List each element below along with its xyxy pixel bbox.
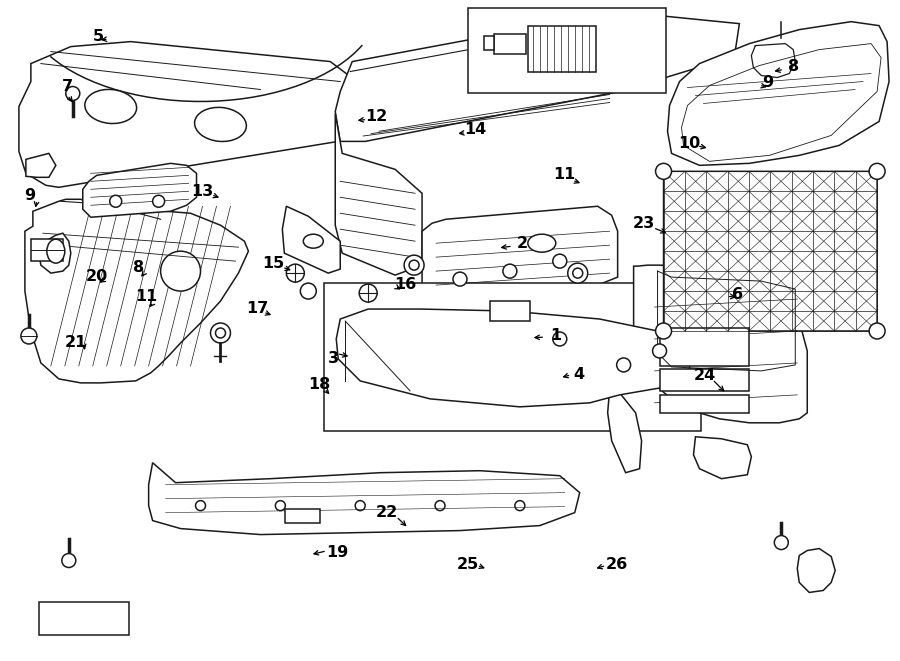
Polygon shape xyxy=(283,206,340,273)
Circle shape xyxy=(553,332,567,346)
Bar xyxy=(660,369,750,391)
Circle shape xyxy=(211,323,230,343)
Circle shape xyxy=(553,254,567,268)
Circle shape xyxy=(275,500,285,510)
Ellipse shape xyxy=(47,239,65,263)
Text: 10: 10 xyxy=(678,136,700,151)
Polygon shape xyxy=(422,206,617,296)
Circle shape xyxy=(359,284,377,302)
Text: 8: 8 xyxy=(133,260,144,275)
Circle shape xyxy=(404,255,424,275)
Ellipse shape xyxy=(85,89,137,124)
Text: 4: 4 xyxy=(574,367,585,381)
Polygon shape xyxy=(694,437,751,479)
Polygon shape xyxy=(797,549,835,592)
Text: 21: 21 xyxy=(65,335,86,350)
Circle shape xyxy=(21,328,37,344)
Text: 11: 11 xyxy=(135,289,158,303)
Text: 8: 8 xyxy=(788,59,798,74)
Text: 13: 13 xyxy=(191,184,213,200)
Polygon shape xyxy=(634,265,807,423)
Circle shape xyxy=(62,553,76,568)
Polygon shape xyxy=(39,233,71,273)
Circle shape xyxy=(356,500,365,510)
Text: 18: 18 xyxy=(308,377,330,392)
Circle shape xyxy=(616,358,631,372)
Polygon shape xyxy=(608,389,642,473)
Text: 9: 9 xyxy=(24,188,35,203)
Text: 6: 6 xyxy=(732,288,743,302)
Polygon shape xyxy=(484,36,494,50)
Polygon shape xyxy=(19,42,370,187)
Ellipse shape xyxy=(555,37,605,66)
Circle shape xyxy=(215,328,226,338)
Circle shape xyxy=(286,264,304,282)
Circle shape xyxy=(655,163,671,179)
Text: 16: 16 xyxy=(394,277,416,292)
Text: 3: 3 xyxy=(328,351,338,366)
Text: 23: 23 xyxy=(633,216,655,231)
Text: 19: 19 xyxy=(327,545,349,560)
Polygon shape xyxy=(490,301,530,321)
Ellipse shape xyxy=(194,107,247,141)
Text: 15: 15 xyxy=(262,256,284,271)
Polygon shape xyxy=(148,463,580,535)
Circle shape xyxy=(568,263,588,283)
Ellipse shape xyxy=(303,234,323,248)
Bar xyxy=(468,8,665,93)
Text: 24: 24 xyxy=(694,368,716,383)
Ellipse shape xyxy=(527,234,556,252)
Circle shape xyxy=(195,500,205,510)
Bar xyxy=(494,34,526,54)
Text: 12: 12 xyxy=(365,109,388,124)
Circle shape xyxy=(435,500,445,510)
Text: 26: 26 xyxy=(606,557,628,572)
Circle shape xyxy=(515,500,525,510)
Circle shape xyxy=(153,195,165,208)
Text: 25: 25 xyxy=(457,557,479,572)
Circle shape xyxy=(301,283,316,299)
Circle shape xyxy=(453,272,467,286)
Circle shape xyxy=(110,195,122,208)
Circle shape xyxy=(869,163,885,179)
Circle shape xyxy=(572,268,582,278)
Circle shape xyxy=(774,535,788,549)
Text: 9: 9 xyxy=(762,75,773,90)
Polygon shape xyxy=(285,508,320,523)
Circle shape xyxy=(652,344,667,358)
Bar xyxy=(324,283,701,431)
Text: 2: 2 xyxy=(517,236,527,251)
Polygon shape xyxy=(25,199,248,383)
Text: 20: 20 xyxy=(86,269,108,284)
Polygon shape xyxy=(83,163,196,217)
Text: 5: 5 xyxy=(93,30,104,44)
Text: 1: 1 xyxy=(551,329,562,343)
Text: 17: 17 xyxy=(246,301,268,315)
Polygon shape xyxy=(335,114,422,275)
Text: 7: 7 xyxy=(62,79,73,94)
Bar xyxy=(527,26,596,71)
Polygon shape xyxy=(39,602,129,635)
Bar xyxy=(660,328,750,366)
Circle shape xyxy=(410,260,419,270)
Text: 22: 22 xyxy=(376,505,399,520)
Text: 11: 11 xyxy=(553,167,575,182)
Polygon shape xyxy=(668,22,889,165)
Bar xyxy=(660,395,750,413)
Bar xyxy=(31,239,63,261)
Circle shape xyxy=(66,87,80,100)
Circle shape xyxy=(869,323,885,339)
Polygon shape xyxy=(335,12,740,141)
Circle shape xyxy=(655,323,671,339)
Polygon shape xyxy=(337,309,689,407)
Circle shape xyxy=(160,251,201,291)
Circle shape xyxy=(503,264,517,278)
Polygon shape xyxy=(663,171,878,331)
Text: 14: 14 xyxy=(464,122,486,137)
Polygon shape xyxy=(26,153,56,177)
